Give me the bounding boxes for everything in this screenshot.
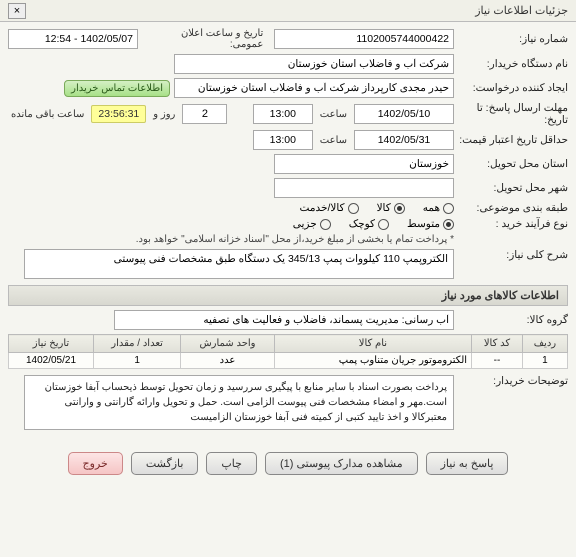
- exit-button[interactable]: خروج: [68, 452, 123, 475]
- need-no-label: شماره نیاز:: [458, 33, 568, 45]
- purchase-type-radios: متوسط کوچک جزیی: [293, 218, 454, 230]
- subject-class-label: طبقه بندی موضوعی:: [458, 202, 568, 214]
- city-label: شهر محل تحویل:: [458, 182, 568, 194]
- contact-button[interactable]: اطلاعات تماس خریدار: [64, 80, 170, 97]
- th-date: تاریخ نیاز: [9, 335, 94, 353]
- requester-field: [174, 78, 454, 98]
- buyer-org-label: نام دستگاه خریدار:: [458, 58, 568, 70]
- cell-idx: 1: [522, 353, 567, 369]
- button-bar: پاسخ به نیاز مشاهده مدارک پیوستی (1) چاپ…: [8, 444, 568, 483]
- min-valid-date-field: [354, 130, 454, 150]
- back-button[interactable]: بازگشت: [131, 452, 199, 475]
- need-no-field: [274, 29, 454, 49]
- radio-minor[interactable]: [320, 219, 331, 230]
- radio-small[interactable]: [378, 219, 389, 230]
- radio-kala[interactable]: [394, 203, 405, 214]
- goods-section-header: اطلاعات کالاهای مورد نیاز: [8, 285, 568, 306]
- province-label: استان محل تحویل:: [458, 158, 568, 170]
- goods-table: ردیف کد کالا نام کالا واحد شمارش تعداد /…: [8, 334, 568, 369]
- window-title: جزئیات اطلاعات نیاز: [475, 4, 568, 17]
- min-valid-label: حداقل تاریخ اعتبار قیمت:: [458, 134, 568, 146]
- print-button[interactable]: چاپ: [206, 452, 257, 475]
- rooz-label: روز و: [153, 109, 175, 120]
- table-row[interactable]: 1 -- الکتروموتور جریان متناوب پمپ عدد 1 …: [9, 353, 568, 369]
- th-idx: ردیف: [522, 335, 567, 353]
- buyer-desc-label: توضیحات خریدار:: [458, 375, 568, 387]
- radio-minor-label: جزیی: [293, 218, 317, 230]
- radio-service-label: کالا/خدمت: [300, 202, 345, 214]
- group-field: [114, 310, 454, 330]
- radio-all-label: همه: [423, 202, 440, 214]
- saat-label-1: ساعت: [320, 109, 347, 120]
- close-icon[interactable]: ×: [8, 3, 26, 19]
- city-field: [274, 178, 454, 198]
- payment-note: * پرداخت تمام یا بخشی از مبلغ خرید،از مح…: [136, 234, 454, 245]
- deadline-date-field: [354, 104, 454, 124]
- radio-small-label: کوچک: [349, 218, 375, 230]
- th-unit: واحد شمارش: [181, 335, 275, 353]
- radio-all[interactable]: [443, 203, 454, 214]
- requester-label: ایجاد کننده درخواست:: [458, 82, 568, 94]
- countdown-timer: 23:56:31: [91, 105, 146, 123]
- summary-field: [24, 249, 454, 279]
- th-name: نام کالا: [274, 335, 471, 353]
- cell-qty: 1: [93, 353, 180, 369]
- radio-service[interactable]: [348, 203, 359, 214]
- group-label: گروه کالا:: [458, 314, 568, 326]
- radio-medium[interactable]: [443, 219, 454, 230]
- cell-name: الکتروموتور جریان متناوب پمپ: [274, 353, 471, 369]
- buyer-org-field: [174, 54, 454, 74]
- cell-code: --: [472, 353, 523, 369]
- buyer-desc-field: پرداخت بصورت اسناد با سایر منابع با پیگی…: [24, 375, 454, 430]
- deadline-time-field: [253, 104, 313, 124]
- radio-medium-label: متوسط: [407, 218, 440, 230]
- remaining-days: 2: [182, 104, 227, 124]
- summary-label: شرح کلی نیاز:: [458, 249, 568, 261]
- announce-label: تاریخ و ساعت اعلان عمومی:: [145, 28, 263, 50]
- announce-field: [8, 29, 138, 49]
- remaining-label: ساعت باقی مانده: [11, 109, 84, 120]
- cell-unit: عدد: [181, 353, 275, 369]
- province-field: [274, 154, 454, 174]
- titlebar: جزئیات اطلاعات نیاز ×: [0, 0, 576, 22]
- th-qty: تعداد / مقدار: [93, 335, 180, 353]
- min-valid-time-field: [253, 130, 313, 150]
- subject-class-radios: همه کالا کالا/خدمت: [300, 202, 454, 214]
- cell-date: 1402/05/21: [9, 353, 94, 369]
- deadline-label: مهلت ارسال پاسخ: تا تاریخ:: [458, 102, 568, 126]
- attachments-button[interactable]: مشاهده مدارک پیوستی (1): [265, 452, 418, 475]
- saat-label-2: ساعت: [320, 135, 347, 146]
- form-panel: شماره نیاز: تاریخ و ساعت اعلان عمومی: نا…: [0, 22, 576, 489]
- radio-kala-label: کالا: [377, 202, 391, 214]
- reply-button[interactable]: پاسخ به نیاز: [426, 452, 509, 475]
- purchase-type-label: نوع فرآیند خرید :: [458, 218, 568, 230]
- th-code: کد کالا: [472, 335, 523, 353]
